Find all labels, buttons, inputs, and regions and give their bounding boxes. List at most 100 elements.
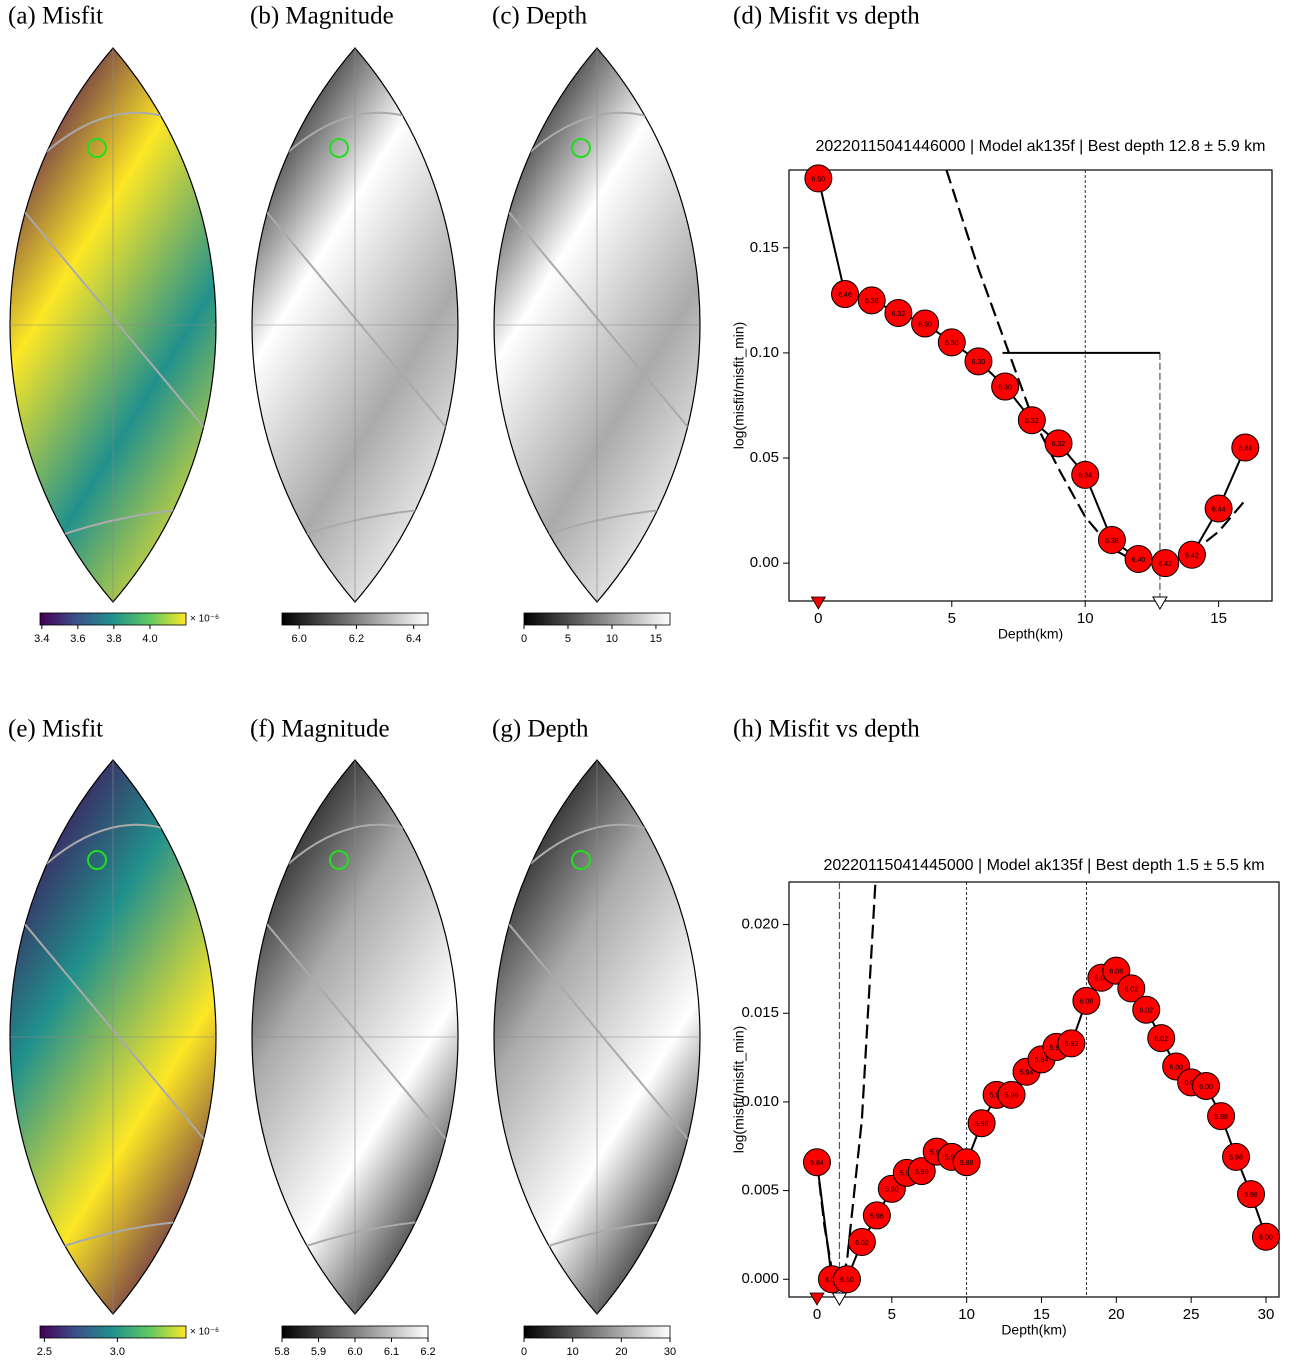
panel-title: (b) Magnitude: [250, 3, 394, 30]
point-label: 5.88: [960, 1160, 974, 1167]
data-point: [1231, 433, 1260, 462]
colorbar-tick-label: 3.6: [70, 633, 85, 645]
y-tick-label: 0.00: [750, 554, 779, 571]
y-tick-label: 0.05: [750, 449, 779, 466]
point-label: 5.98: [1214, 1114, 1228, 1121]
point-label: 6.08: [1095, 976, 1109, 983]
colorbar-tick-label: 6.0: [292, 633, 307, 645]
point-label: 6.10: [840, 1277, 854, 1284]
lune-overlay: [494, 760, 700, 1314]
y-tick-label: 0.005: [741, 1182, 779, 1199]
point-label: 5.90: [945, 1155, 959, 1162]
x-axis-label: Depth(km): [998, 626, 1063, 642]
data-point: [991, 372, 1020, 401]
plot-frame: [788, 881, 1280, 1298]
data-point: [804, 164, 833, 193]
point-label: 6.00: [1184, 1080, 1198, 1087]
colorbar-tick-label: 4.0: [142, 633, 157, 645]
point-label: 5.96: [870, 1213, 884, 1220]
x-tick-label: 0: [813, 1306, 821, 1323]
colorbar-tick-label: 20: [615, 1346, 627, 1358]
point-label: 6.44: [1239, 445, 1253, 452]
colorbar: [39, 1325, 187, 1339]
data-point: [1117, 974, 1146, 1003]
series-line: [817, 178, 1247, 565]
data-point: [847, 1228, 876, 1257]
point-label: 6.32: [1052, 441, 1066, 448]
x-tick-label: 30: [1258, 1306, 1275, 1323]
colorbar-tick-label: 2.5: [37, 1346, 52, 1358]
panel-title: (a) Misfit: [8, 3, 103, 30]
data-point: [1071, 460, 1100, 489]
y-axis-label: log(misfit/misfit_min): [731, 322, 747, 450]
point-label: 6.42: [1185, 553, 1199, 560]
point-label: 6.30: [998, 384, 1012, 391]
colorbar-unit: × 10⁻⁶: [190, 1327, 219, 1338]
point-label: 6.08: [1110, 969, 1124, 976]
colorbar: [523, 612, 671, 626]
data-point: [952, 1148, 981, 1177]
y-tick-label: 0.10: [750, 344, 779, 361]
point-label: 6.02: [1139, 1008, 1153, 1015]
data-point: [997, 1080, 1026, 1109]
plot-frame: [788, 169, 1273, 602]
colorbar-tick-label: 10: [567, 1346, 579, 1358]
point-label: 6.02: [1154, 1036, 1168, 1043]
data-point: [907, 1157, 936, 1186]
colorbar-tick-label: 0: [521, 633, 527, 645]
data-point: [1147, 1024, 1176, 1053]
panel-title: (g) Depth: [492, 716, 589, 743]
lune-overlay: [494, 48, 700, 602]
point-label: 5.98: [1229, 1155, 1243, 1162]
chart-subtitle: 20220115041445000 | Model ak135f | Best …: [823, 857, 1264, 874]
colorbar-tick-label: 3.0: [110, 1346, 125, 1358]
point-label: 6.32: [892, 311, 906, 318]
data-point: [857, 286, 886, 315]
colorbar-tick-label: 6.0: [347, 1346, 362, 1358]
point-label: 5.90: [885, 1187, 899, 1194]
x-tick-label: 10: [958, 1306, 975, 1323]
point-label: 5.96: [1005, 1093, 1019, 1100]
colorbar-unit: × 10⁻⁶: [190, 614, 219, 625]
colorbar-tick-label: 6.2: [420, 1346, 435, 1358]
point-label: 6.36: [865, 298, 879, 305]
x-tick-label: 20: [1108, 1306, 1125, 1323]
lune-overlay: [252, 48, 458, 602]
colorbar-tick-label: 3.4: [34, 633, 49, 645]
colorbar: [281, 612, 429, 626]
point-label: 6.42: [1158, 561, 1172, 568]
data-point: [862, 1201, 891, 1230]
x-tick-label: 25: [1183, 1306, 1200, 1323]
best-depth-marker: [831, 1292, 848, 1306]
point-label: 6.50: [812, 176, 826, 183]
colorbar-tick-label: 3.8: [106, 633, 121, 645]
data-point: [964, 347, 993, 376]
data-point: [1204, 494, 1233, 523]
point-label: 5.94: [1035, 1057, 1049, 1064]
point-label: 6.00: [1259, 1235, 1273, 1242]
data-point: [911, 309, 940, 338]
best-depth-marker: [1152, 596, 1168, 610]
point-label: 5.94: [1020, 1070, 1034, 1077]
point-label: 6.08: [1080, 999, 1094, 1006]
point-label: 5.90: [900, 1171, 914, 1178]
data-point: [1017, 406, 1046, 435]
point-label: 5.90: [930, 1149, 944, 1156]
point-label: 6.40: [1132, 557, 1146, 564]
point-label: 6.32: [1025, 418, 1039, 425]
catalog-depth-marker: [810, 596, 827, 610]
point-label: 6.02: [1124, 986, 1138, 993]
colorbar: [281, 1325, 429, 1339]
data-point: [831, 280, 860, 309]
lune-overlay: [10, 48, 216, 602]
x-axis-label: Depth(km): [1001, 1322, 1066, 1338]
data-point: [1251, 1222, 1280, 1251]
marker: [571, 138, 591, 158]
lune-overlay: [10, 760, 216, 1314]
colorbar: [523, 1325, 671, 1339]
colorbar-tick-label: 30: [664, 1346, 676, 1358]
point-label: 6.44: [1212, 506, 1226, 513]
data-point: [1222, 1142, 1251, 1171]
x-tick-label: 15: [1210, 610, 1227, 627]
data-point: [1151, 549, 1180, 578]
